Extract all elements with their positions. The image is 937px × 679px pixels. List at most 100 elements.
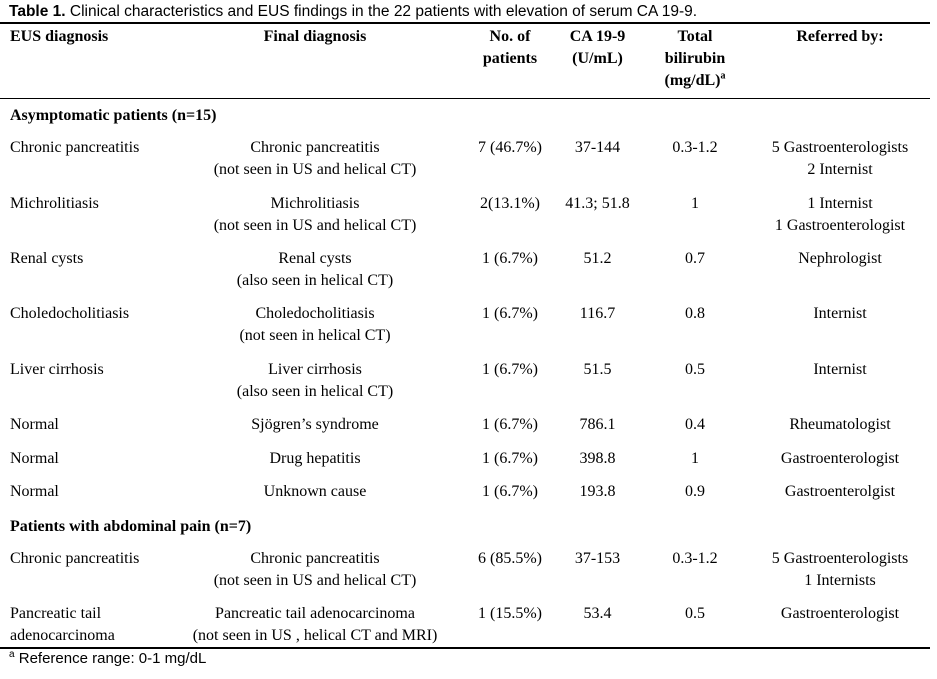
table-row-2-referred: 1 Internist 1 Gastroenterologist xyxy=(745,193,935,237)
referred-line: Internist xyxy=(813,361,867,378)
section-title-abdominal-pain: Patients with abdominal pain (n=7) xyxy=(10,518,252,535)
referred-line: Nephrologist xyxy=(798,250,882,267)
table-row-2-ca199: 41.3; 51.8 xyxy=(565,195,630,212)
table-row-2-eus: Michrolitiasis xyxy=(10,193,99,215)
table-row-1-final: Chronic pancreatitis (not seen in US and … xyxy=(175,137,455,181)
table-row-5-patients: 1 (6.7%) xyxy=(482,361,538,378)
final-note: (also seen in helical CT) xyxy=(236,383,394,400)
table-row-7-final: Drug hepatitis xyxy=(175,448,455,470)
eus-line: Normal xyxy=(10,416,59,433)
table-row-3-patients: 1 (6.7%) xyxy=(482,250,538,267)
header-total-bilirubin: Total bilirubin (mg/dL)a xyxy=(645,26,745,92)
final-line: Choledocholitiasis xyxy=(255,305,375,322)
header-ca199: CA 19-9 (U/mL) xyxy=(550,26,645,70)
header-bilirubin-line1: Total xyxy=(677,28,713,45)
eus-line: Normal xyxy=(10,483,59,500)
table-row-5-final: Liver cirrhosis (also seen in helical CT) xyxy=(175,359,455,403)
table-row-9-referred: 5 Gastroenterologists 1 Internists xyxy=(745,548,935,592)
table-row-9-final: Chronic pancreatitis (not seen in US and … xyxy=(175,548,455,592)
table-row-2-patients: 2(13.1%) xyxy=(480,195,540,212)
table-caption-label: Table 1. xyxy=(9,3,66,20)
referred-line: Rheumatologist xyxy=(789,416,891,433)
table-caption-text: Clinical characteristics and EUS finding… xyxy=(69,3,698,20)
eus-line: adenocarcinoma xyxy=(10,627,115,644)
table-row-10-eus: Pancreatic tail adenocarcinoma xyxy=(10,603,115,647)
section-title-asymptomatic: Asymptomatic patients (n=15) xyxy=(10,107,217,124)
table-row-2-final: Michrolitiasis (not seen in US and helica… xyxy=(175,193,455,237)
eus-line: Pancreatic tail xyxy=(10,605,102,622)
final-note: (not seen in US and helical CT) xyxy=(213,217,417,234)
table-row-9-bilirubin: 0.3-1.2 xyxy=(672,550,718,567)
eus-line: Choledocholitiasis xyxy=(10,305,130,322)
final-line: Sjögren’s syndrome xyxy=(251,416,379,433)
table-row-1-bilirubin: 0.3-1.2 xyxy=(672,139,718,156)
table-row-7-ca199: 398.8 xyxy=(579,450,616,467)
table-row-3-final: Renal cysts (also seen in helical CT) xyxy=(175,248,455,292)
top-rule xyxy=(0,22,930,24)
table-footnote: a Reference range: 0-1 mg/dL xyxy=(9,649,207,668)
table-row-10-ca199: 53.4 xyxy=(583,605,612,622)
eus-line: Chronic pancreatitis xyxy=(10,139,140,156)
header-number-of-patients: No. of patients xyxy=(465,26,555,70)
referred-line: 5 Gastroenterologists xyxy=(771,139,909,156)
final-line: Michrolitiasis xyxy=(270,195,360,212)
final-note: (not seen in US and helical CT) xyxy=(213,572,417,589)
table-row-6-patients: 1 (6.7%) xyxy=(482,416,538,433)
table-row-6-final: Sjögren’s syndrome xyxy=(175,414,455,436)
header-bilirubin-unit: (mg/dL) xyxy=(664,72,721,89)
eus-line: Normal xyxy=(10,450,59,467)
table-row-9-eus: Chronic pancreatitis xyxy=(10,548,139,570)
table-row-8-eus: Normal xyxy=(10,481,59,503)
table-row-4-patients: 1 (6.7%) xyxy=(482,305,538,322)
header-referred-by: Referred by: xyxy=(796,28,884,45)
final-note: (not seen in helical CT) xyxy=(239,327,391,344)
table-row-5-bilirubin: 0.5 xyxy=(685,361,705,378)
table-row-7-bilirubin: 1 xyxy=(691,450,699,467)
eus-line: Renal cysts xyxy=(10,250,84,267)
final-line: Chronic pancreatitis xyxy=(250,550,380,567)
table-row-1-patients: 7 (46.7%) xyxy=(478,139,542,156)
table-row-9-ca199: 37-153 xyxy=(574,550,621,567)
table-row-3-ca199: 51.2 xyxy=(583,250,612,267)
referred-line: 5 Gastroenterologists xyxy=(771,550,909,567)
table-row-4-ca199: 116.7 xyxy=(579,305,616,322)
table-row-10-bilirubin: 0.5 xyxy=(685,605,705,622)
table-row-10-referred: Gastroenterologist xyxy=(745,603,935,625)
header-ca199-line2: (U/mL) xyxy=(572,50,623,67)
referred-line: 1 Internists xyxy=(804,572,876,589)
header-bilirubin-line2: bilirubin xyxy=(664,50,726,67)
referred-line: 1 Gastroenterologist xyxy=(774,217,906,234)
table-row-6-ca199: 786.1 xyxy=(579,416,616,433)
header-bilirubin-footnote-mark: a xyxy=(720,70,726,82)
table-row-9-patients: 6 (85.5%) xyxy=(478,550,542,567)
referred-line: Gastroenterolgist xyxy=(784,483,896,500)
table-row-4-final: Choledocholitiasis (not seen in helical C… xyxy=(175,303,455,347)
header-number-line2: patients xyxy=(482,50,538,67)
table-row-5-ca199: 51.5 xyxy=(583,361,612,378)
header-number-line1: No. of xyxy=(489,28,531,45)
footnote-text: Reference range: 0-1 mg/dL xyxy=(14,650,207,667)
eus-line: Michrolitiasis xyxy=(10,195,99,212)
table-row-8-referred: Gastroenterolgist xyxy=(745,481,935,503)
header-final-diagnosis: Final diagnosis xyxy=(263,28,367,45)
table-row-5-referred: Internist xyxy=(745,359,935,381)
table-row-4-referred: Internist xyxy=(745,303,935,325)
header-bilirubin-line3: (mg/dL)a xyxy=(645,70,745,92)
table-row-6-bilirubin: 0.4 xyxy=(685,416,705,433)
final-note: (also seen in helical CT) xyxy=(236,272,394,289)
table-row-6-eus: Normal xyxy=(10,414,59,436)
eus-line: Liver cirrhosis xyxy=(10,361,104,378)
footnote-mark: a xyxy=(9,649,15,660)
final-line: Chronic pancreatitis xyxy=(250,139,380,156)
table-row-6-referred: Rheumatologist xyxy=(745,414,935,436)
table-row-8-final: Unknown cause xyxy=(175,481,455,503)
referred-line: 2 Internist xyxy=(807,161,873,178)
table-row-10-final: Pancreatic tail adenocarcinoma (not seen … xyxy=(160,603,470,647)
table-row-2-bilirubin: 1 xyxy=(691,195,699,212)
bottom-rule xyxy=(0,647,930,649)
eus-line: Chronic pancreatitis xyxy=(10,550,140,567)
table-row-7-referred: Gastroenterologist xyxy=(745,448,935,470)
table-row-3-bilirubin: 0.7 xyxy=(685,250,705,267)
final-line: Unknown cause xyxy=(263,483,367,500)
header-rule xyxy=(0,98,930,99)
